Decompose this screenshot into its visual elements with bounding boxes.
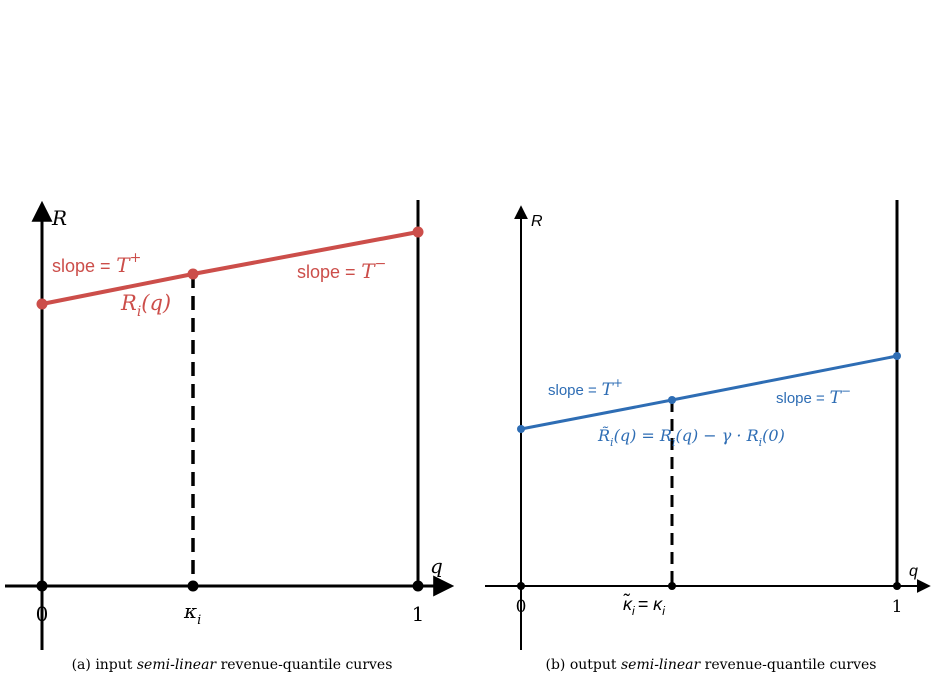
axis-label: q — [430, 554, 443, 578]
axis-point — [517, 582, 525, 590]
curve-label: R̃i(q) = Ri(q) − γ · Ri(0) — [597, 426, 785, 449]
curve-point — [517, 425, 525, 433]
axis-label: R — [531, 213, 543, 230]
tick-label: 1 — [412, 602, 425, 626]
axis-point — [187, 580, 199, 592]
tick-label: κi — [183, 599, 201, 628]
slope-label: slope = T− — [776, 384, 851, 408]
curve-point — [668, 396, 676, 404]
axis-point — [893, 582, 901, 590]
tick-label: 0 — [36, 602, 49, 626]
tick-label: 0 — [516, 597, 527, 617]
curve-point — [893, 352, 901, 360]
panel-b: R q 0 1 κ̃i = κi slope = T+ slope = T− R̃… — [485, 200, 931, 673]
caption: (b) output semi-linear revenue-quantile … — [546, 657, 877, 673]
axis-label: R — [51, 206, 67, 230]
tick-label: 1 — [892, 597, 903, 617]
curve-label: Ri(q) — [120, 291, 171, 320]
curve-point — [36, 298, 48, 310]
axis-point — [668, 582, 676, 590]
slope-label: slope = T+ — [52, 250, 141, 277]
caption: (a) input semi-linear revenue-quantile c… — [72, 657, 393, 673]
axis-point — [36, 580, 48, 592]
axis-label: q — [909, 563, 918, 580]
axis-point — [412, 580, 424, 592]
slope-label: slope = T− — [297, 256, 386, 283]
curve-point — [412, 226, 424, 238]
curve-point — [187, 268, 199, 280]
panel-a: R q 0 1 κi slope = T+ slope = T− Ri(q) (… — [5, 200, 455, 673]
tick-label: κ̃i = κi — [623, 593, 665, 618]
slope-label: slope = T+ — [548, 376, 623, 400]
